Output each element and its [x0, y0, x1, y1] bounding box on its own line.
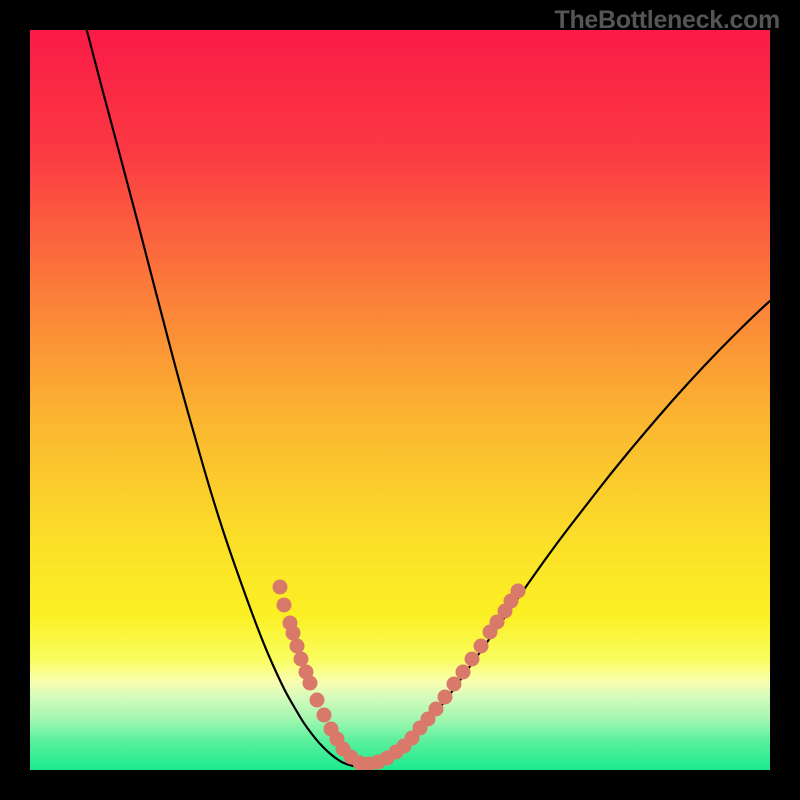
dot-strip-left — [273, 580, 368, 771]
bottleneck-curve — [81, 8, 770, 767]
dot-strip-right — [405, 584, 526, 746]
chart-overlay-svg — [0, 0, 800, 800]
dot-strip-bottom — [362, 739, 412, 772]
